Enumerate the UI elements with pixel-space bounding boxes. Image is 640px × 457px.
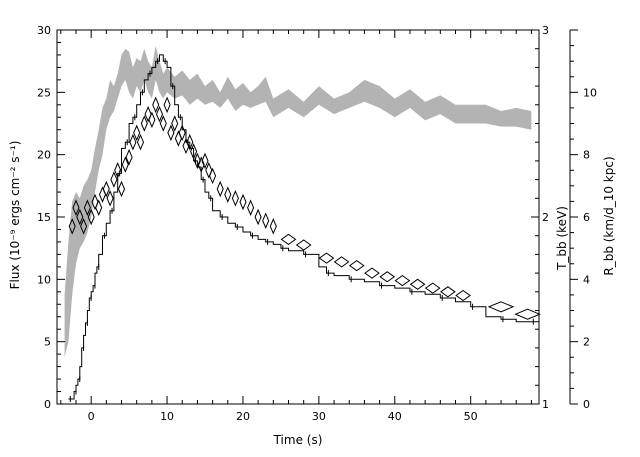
flux-tick-label: 15 <box>37 211 51 224</box>
temperature-point <box>514 308 541 320</box>
temperature-point <box>205 162 213 179</box>
temperature-point <box>224 186 232 203</box>
x-tick-label: 10 <box>160 410 174 423</box>
temperature-point <box>163 96 171 114</box>
radius-band-layer <box>64 45 532 358</box>
temperature-point <box>487 301 515 313</box>
x-axis-label: Time (s) <box>273 433 323 447</box>
flux-axis-label: Flux (10⁻⁹ ergs cm⁻² s⁻¹) <box>8 141 22 290</box>
temperature-point <box>95 199 103 216</box>
temperature-point <box>231 190 239 207</box>
temperature-point <box>125 148 133 166</box>
flux-tick-label: 25 <box>37 86 51 99</box>
temperature-point <box>106 190 114 207</box>
R-tick-label: 10 <box>583 86 597 99</box>
x-tick-label: 0 <box>88 410 95 423</box>
x-tick-label: 20 <box>236 410 250 423</box>
flux-tick-label: 5 <box>44 336 51 349</box>
temperature-point <box>262 212 270 229</box>
radius-band <box>64 45 532 358</box>
temperature-point <box>201 152 209 170</box>
R-tick-label: 6 <box>583 211 590 224</box>
temperature-point <box>167 124 175 142</box>
temperature-point <box>269 218 277 235</box>
temperature-point <box>136 133 145 151</box>
temperature-point <box>171 115 179 132</box>
x-tick-label: 50 <box>464 410 478 423</box>
temperature-point <box>186 133 194 151</box>
flux-tick-label: 0 <box>44 398 51 411</box>
R-tick-label: 8 <box>583 149 590 162</box>
temperature-point <box>76 208 84 226</box>
R-tick-label: 4 <box>583 273 590 286</box>
temperature-diamond-layer <box>68 96 541 320</box>
temperature-point <box>333 256 350 268</box>
R-tick-label: 0 <box>583 398 590 411</box>
temperature-point <box>295 239 312 251</box>
kT-tick-label: 3 <box>542 24 549 37</box>
temperature-point <box>247 199 255 216</box>
temperature-point <box>193 152 201 170</box>
temperature-point <box>102 180 110 198</box>
R-axis-label: R_bb (km/d_10 kpc) <box>602 156 616 275</box>
temperature-point <box>80 218 88 235</box>
temperature-point <box>280 233 297 246</box>
temperature-point <box>379 271 396 283</box>
temperature-point <box>98 186 107 203</box>
flux-tick-label: 10 <box>37 273 51 286</box>
flux-tick-label: 30 <box>37 24 51 37</box>
temperature-point <box>318 252 335 264</box>
temperature-point <box>190 143 198 160</box>
temperature-point <box>209 167 217 185</box>
temperature-point <box>144 105 152 123</box>
temperature-point <box>197 156 205 173</box>
x-tick-label: 30 <box>312 410 326 423</box>
kT-tick-label: 1 <box>542 398 549 411</box>
temperature-point <box>159 115 167 132</box>
temperature-point <box>91 193 99 211</box>
temperature-point <box>440 286 456 298</box>
temperature-point <box>83 199 91 216</box>
temperature-point <box>239 193 247 211</box>
kT-tick-label: 2 <box>542 211 549 224</box>
flux-histogram-layer <box>68 54 539 403</box>
temperature-point <box>121 156 129 173</box>
temperature-point <box>394 274 411 287</box>
temperature-point <box>216 180 224 198</box>
temperature-point <box>110 171 118 188</box>
temperature-point <box>182 137 190 155</box>
x-tick-label: 40 <box>388 410 402 423</box>
temperature-point <box>148 111 156 129</box>
temperature-point <box>455 289 471 302</box>
tick-layer <box>57 29 578 405</box>
temperature-point <box>254 208 262 226</box>
temperature-point <box>174 130 182 147</box>
temperature-point <box>117 180 126 198</box>
temperature-point <box>129 133 137 151</box>
temperature-point <box>68 218 76 235</box>
temperature-point <box>72 199 80 216</box>
temperature-point <box>424 282 441 294</box>
temperature-point <box>152 96 160 114</box>
R-tick-label: 2 <box>583 336 590 349</box>
temperature-point <box>114 162 122 179</box>
temperature-point <box>133 124 141 142</box>
flux-tick-label: 20 <box>37 149 51 162</box>
temperature-point <box>364 267 380 279</box>
kT-axis-label: T_bb (keV) <box>555 206 569 271</box>
temperature-point <box>155 105 164 123</box>
temperature-point <box>87 208 95 226</box>
temperature-point <box>409 278 426 290</box>
temperature-point <box>140 115 148 132</box>
temperature-point <box>178 124 186 142</box>
temperature-point <box>348 259 365 272</box>
